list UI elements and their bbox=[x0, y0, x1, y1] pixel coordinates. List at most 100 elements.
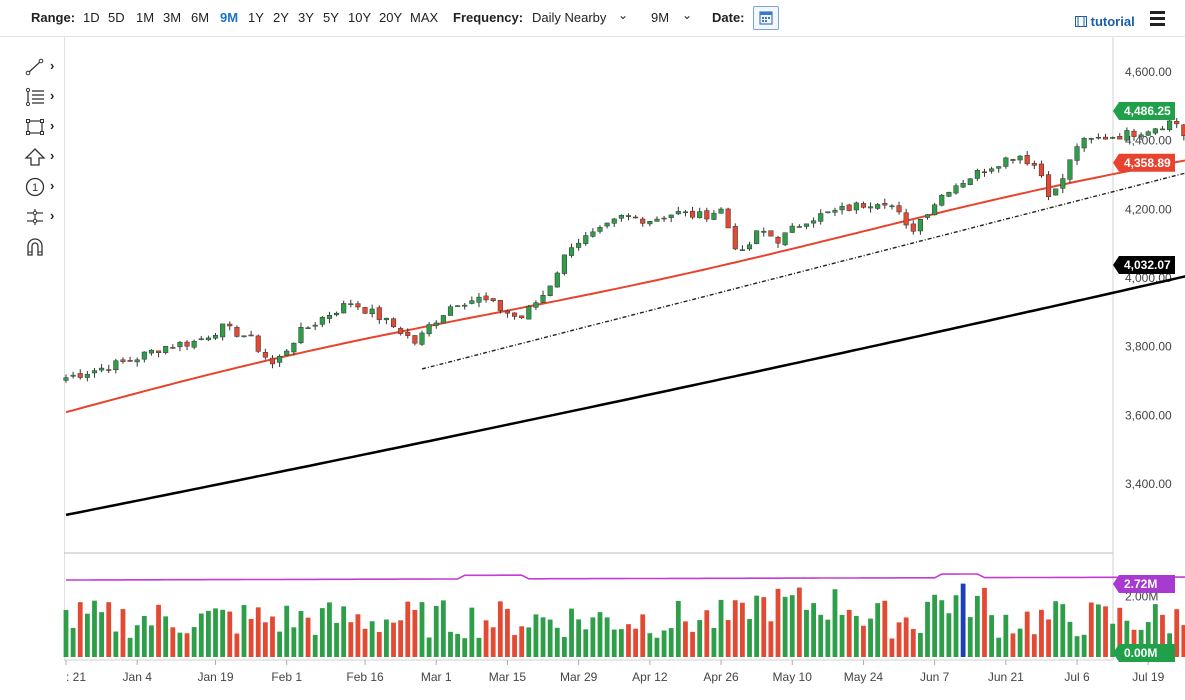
candle-up bbox=[455, 305, 461, 307]
chevron-right-icon[interactable]: › bbox=[50, 178, 55, 193]
volume-bar bbox=[910, 628, 916, 657]
candle-down bbox=[269, 357, 276, 365]
chevron-right-icon[interactable]: › bbox=[50, 58, 55, 73]
volume-bar bbox=[1110, 623, 1116, 657]
chevron-down-icon[interactable]: ⌄ bbox=[682, 8, 693, 22]
volume-zero-label: 0.00M bbox=[1124, 646, 1157, 660]
volume-bar bbox=[156, 604, 161, 657]
period-select[interactable]: 9M bbox=[651, 10, 670, 25]
candle-up bbox=[70, 374, 76, 377]
candle-up bbox=[191, 340, 197, 348]
volume-bar bbox=[1017, 628, 1023, 657]
candle-up bbox=[946, 192, 952, 197]
volume-bar bbox=[675, 600, 681, 657]
range-button-1y[interactable]: 1Y bbox=[248, 10, 264, 25]
candle-up bbox=[1152, 128, 1158, 134]
volume-bar bbox=[369, 621, 375, 657]
range-button-1d[interactable]: 1D bbox=[83, 10, 100, 25]
chevron-right-icon[interactable]: › bbox=[50, 208, 55, 223]
candle-up bbox=[668, 214, 674, 218]
annotation-tool[interactable]: 1 › bbox=[24, 176, 64, 206]
volume-bar bbox=[248, 618, 254, 657]
ma200-line bbox=[65, 275, 1185, 517]
x-tick-label: Jul 19 bbox=[1132, 670, 1164, 684]
candle-up bbox=[163, 346, 169, 353]
volume-bar bbox=[483, 620, 489, 657]
volume-bar bbox=[618, 629, 624, 657]
volume-bar bbox=[490, 627, 496, 657]
volume-bar bbox=[889, 638, 895, 657]
volume-bar bbox=[782, 596, 788, 657]
volume-bar bbox=[70, 627, 76, 657]
fibonacci-tool[interactable]: › bbox=[24, 86, 64, 116]
candle-up bbox=[1095, 136, 1101, 139]
volume-bar bbox=[227, 611, 233, 657]
magnet-tool[interactable] bbox=[24, 236, 64, 266]
volume-bar bbox=[177, 632, 183, 657]
range-button-1m[interactable]: 1M bbox=[136, 10, 155, 25]
range-button-max[interactable]: MAX bbox=[410, 10, 439, 25]
x-tick-label: Jan 19 bbox=[198, 670, 234, 684]
candle-up bbox=[426, 324, 432, 335]
chevron-right-icon[interactable]: › bbox=[50, 118, 55, 133]
volume-bar bbox=[932, 594, 938, 657]
volume-bar bbox=[633, 628, 638, 657]
support-trendline[interactable] bbox=[421, 113, 1185, 370]
candle-down bbox=[362, 307, 368, 314]
range-button-20y[interactable]: 20Y bbox=[379, 10, 403, 25]
chevron-down-icon[interactable]: ⌄ bbox=[618, 8, 629, 22]
candle-up bbox=[447, 306, 454, 316]
volume-bar bbox=[1060, 604, 1066, 657]
candle-up bbox=[604, 222, 610, 227]
y-tick-label: 4,200.00 bbox=[1125, 202, 1172, 216]
volume-bar bbox=[982, 587, 987, 657]
volume-bar bbox=[220, 609, 226, 657]
candle-down bbox=[504, 310, 510, 314]
magnet-icon bbox=[27, 238, 43, 256]
volume-bar bbox=[99, 612, 104, 657]
range-button-2y[interactable]: 2Y bbox=[273, 10, 289, 25]
volume-bar bbox=[818, 614, 824, 657]
range-button-6m[interactable]: 6M bbox=[191, 10, 210, 25]
range-button-5y[interactable]: 5Y bbox=[323, 10, 339, 25]
range-button-5d[interactable]: 5D bbox=[108, 10, 125, 25]
candle-down bbox=[725, 208, 731, 229]
range-button-3m[interactable]: 3M bbox=[163, 10, 182, 25]
volume-bar bbox=[740, 602, 745, 657]
candle-down bbox=[860, 203, 866, 208]
hamburger-menu-icon[interactable] bbox=[1150, 11, 1165, 29]
volume-bar bbox=[77, 602, 83, 657]
candle-down bbox=[1102, 136, 1109, 140]
candle-up bbox=[462, 304, 468, 307]
price-chart[interactable]: 4,600.004,400.004,200.004,000.003,800.00… bbox=[0, 36, 1185, 700]
volume-bar bbox=[611, 629, 617, 657]
arrow-tool[interactable]: › bbox=[24, 146, 64, 176]
candle-up bbox=[868, 206, 874, 209]
candle-up bbox=[284, 350, 290, 356]
candle-down bbox=[412, 335, 418, 344]
frequency-select[interactable]: Daily Nearby bbox=[532, 10, 607, 25]
volume-bar bbox=[505, 609, 510, 657]
top-toolbar: Range: 1D 5D 1M 3M 6M 9M 1Y 2Y 3Y 5Y 10Y 20Y MAX Fre… bbox=[0, 0, 1185, 37]
ma50-line bbox=[65, 159, 1185, 414]
candle-up bbox=[960, 182, 966, 188]
volume-bar bbox=[305, 617, 311, 657]
last-price-badge bbox=[1113, 102, 1175, 121]
volume-bar bbox=[191, 627, 197, 657]
candle-down bbox=[255, 335, 261, 352]
range-button-10y[interactable]: 10Y bbox=[348, 10, 372, 25]
range-button-3y[interactable]: 3Y bbox=[298, 10, 314, 25]
measure-tool[interactable]: › bbox=[24, 206, 64, 236]
rectangle-tool[interactable]: › bbox=[24, 116, 64, 146]
calendar-icon[interactable] bbox=[753, 6, 779, 30]
volume-bar bbox=[540, 617, 546, 657]
chevron-right-icon[interactable]: › bbox=[50, 148, 55, 163]
trendline-tool[interactable]: › bbox=[24, 56, 64, 86]
y-tick-label: 3,400.00 bbox=[1125, 477, 1172, 491]
volume-bar bbox=[725, 619, 731, 657]
volume-bar bbox=[1010, 633, 1016, 657]
tutorial-link[interactable]: tutorial bbox=[1075, 14, 1135, 29]
range-button-9m[interactable]: 9M bbox=[220, 10, 239, 25]
chevron-right-icon[interactable]: › bbox=[50, 88, 55, 103]
volume-bar bbox=[953, 595, 959, 657]
